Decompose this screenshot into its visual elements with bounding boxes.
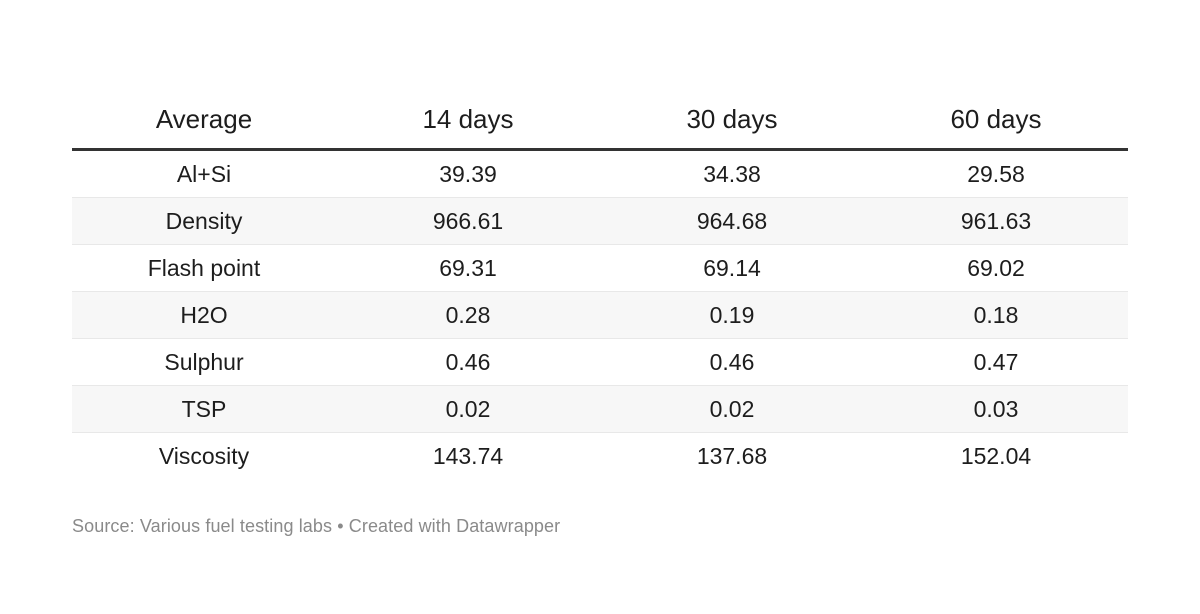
table-body: Al+Si 39.39 34.38 29.58 Density 966.61 964.68 9… [72, 149, 1128, 480]
row-label: H2O [72, 291, 336, 339]
cell-value: 143.74 [432, 442, 504, 469]
datawrapper-attribution-link[interactable]: Created with Datawrapper [348, 516, 561, 536]
cell-value: 0.47 [864, 338, 1128, 386]
cell-value: 152.04 [960, 442, 1032, 469]
cell-value: 966.61 [336, 197, 600, 245]
cell-value: 69.14 [600, 244, 864, 292]
table-header-row: Average 14 days 30 days 60 days [72, 90, 1128, 151]
cell-value: 0.19 [600, 291, 864, 339]
table-row: Flash point 69.31 69.14 69.02 [72, 244, 1128, 292]
cell-value: 0.02 [600, 385, 864, 433]
header-cell-label-column: Average [72, 90, 336, 151]
header-cell: 30 days [600, 90, 864, 151]
source-line: Source: Various fuel testing labs • Crea… [72, 516, 1128, 537]
cell-value: 29.58 [864, 149, 1128, 198]
cell-value: 0.46 [336, 338, 600, 386]
cell-value: 0.18 [864, 291, 1128, 339]
table-row: Density 966.61 964.68 961.63 [72, 197, 1128, 245]
row-label: Sulphur [72, 338, 336, 386]
row-label: Density [72, 197, 336, 245]
table-row: Viscosity 143.74 137.68 152.04 [72, 433, 1128, 480]
footer-separator: • [337, 516, 344, 536]
row-label: Viscosity [158, 442, 250, 469]
data-table-container: Average 14 days 30 days 60 days Al+Si 39.39 3… [72, 90, 1128, 537]
table-row: Sulphur 0.46 0.46 0.47 [72, 338, 1128, 386]
cell-value: 69.31 [336, 244, 600, 292]
table-header: Average 14 days 30 days 60 days [72, 90, 1128, 151]
row-label: Al+Si [72, 149, 336, 198]
cell-value: 0.02 [336, 385, 600, 433]
table-row: TSP 0.02 0.02 0.03 [72, 385, 1128, 433]
cell-value: 39.39 [336, 149, 600, 198]
cell-value: 964.68 [600, 197, 864, 245]
row-label: TSP [72, 385, 336, 433]
cell-value: 0.28 [336, 291, 600, 339]
table-row: Al+Si 39.39 34.38 29.58 [72, 149, 1128, 198]
table-row: H2O 0.28 0.19 0.18 [72, 291, 1128, 339]
header-cell: 60 days [864, 90, 1128, 151]
cell-value: 961.63 [864, 197, 1128, 245]
source-label: Source: [72, 516, 135, 536]
cell-value: 69.02 [864, 244, 1128, 292]
cell-value: 0.03 [864, 385, 1128, 433]
cell-value: 0.46 [600, 338, 864, 386]
header-cell: 14 days [336, 90, 600, 151]
source-name: Various fuel testing labs [139, 516, 333, 536]
data-table: Average 14 days 30 days 60 days Al+Si 39.39 3… [72, 90, 1128, 479]
cell-value: 34.38 [600, 149, 864, 198]
row-label: Flash point [72, 244, 336, 292]
cell-value: 137.68 [696, 442, 768, 469]
